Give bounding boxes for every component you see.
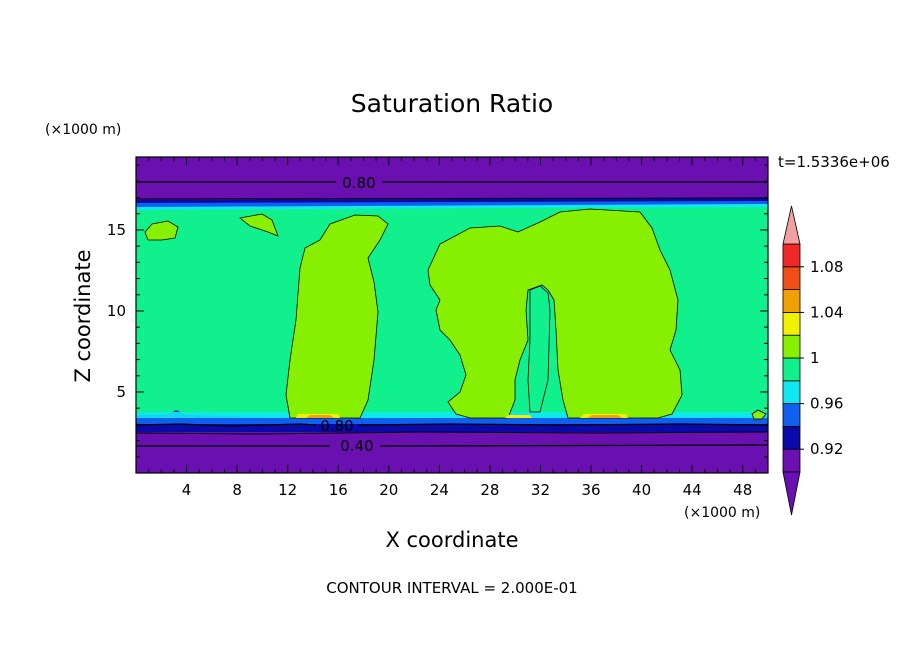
colorbar-arrow-bottom (782, 471, 801, 516)
x-tick-label: 40 (632, 481, 651, 499)
colorbar-band (782, 403, 801, 427)
x-tick-label: 4 (182, 481, 192, 499)
colorbar-band (782, 266, 801, 290)
colorbar-label: 1.04 (810, 303, 843, 321)
y-unit-label: (×1000 m) (45, 122, 121, 138)
x-tick-label: 16 (329, 481, 348, 499)
x-axis-label: X coordinate (385, 528, 518, 552)
x-tick-label: 24 (430, 481, 449, 499)
time-label: t=1.5336e+06 (778, 153, 890, 171)
x-tick-label: 20 (379, 481, 398, 499)
colorbar-arrow-top (782, 205, 801, 245)
region-096-098-edge (136, 412, 768, 418)
region-104-106 (306, 415, 622, 418)
contour-label-lower-080: 0.80 (320, 417, 353, 435)
colorbar-band (782, 311, 801, 336)
cloud-left-small2 (239, 213, 279, 237)
colorbar-band (782, 357, 801, 382)
cloud-left-small (144, 220, 179, 241)
x-tick-label: 36 (581, 481, 600, 499)
x-tick-label: 32 (531, 481, 550, 499)
x-tick-label: 28 (480, 481, 499, 499)
colorbar-label: 1.08 (810, 258, 843, 276)
cloud-inner-dry (527, 285, 551, 413)
contour-line-lower-080 (136, 423, 768, 427)
y-axis-label: Z coordinate (71, 249, 95, 382)
x-tick-label: 48 (733, 481, 752, 499)
colorbar-band (782, 425, 801, 450)
y-tick-label: 15 (107, 221, 126, 239)
colorbar: 1.08 1.04 1 0.96 0.92 (782, 205, 843, 516)
cloud-right-small (751, 409, 767, 420)
contour-field (136, 157, 768, 473)
y-tick-label: 5 (116, 383, 126, 401)
chart-title: Saturation Ratio (351, 89, 553, 118)
contour-line-lower-040 (136, 444, 768, 447)
cloud-column-2 (427, 208, 683, 419)
y-tick-label: 10 (107, 302, 126, 320)
colorbar-label: 0.96 (810, 395, 843, 413)
cloud-column-1 (285, 214, 389, 419)
x-tick-label: 12 (278, 481, 297, 499)
colorbar-band (782, 289, 801, 313)
contour-label-lower-040: 0.40 (340, 437, 373, 455)
x-tick-label: 44 (683, 481, 702, 499)
x-unit-label: (×1000 m) (684, 505, 760, 521)
colorbar-band (782, 243, 801, 268)
contour-interval-label: CONTOUR INTERVAL = 2.000E-01 (326, 579, 577, 597)
colorbar-band (782, 380, 801, 404)
colorbar-label: 0.92 (810, 440, 843, 458)
x-tick-label: 8 (232, 481, 242, 499)
contour-line-lower-060 (136, 431, 768, 435)
colorbar-band (782, 448, 801, 473)
colorbar-band (782, 334, 801, 359)
colorbar-label: 1 (810, 349, 820, 367)
contour-label-upper: 0.80 (342, 174, 375, 192)
contour-line-upper2 (136, 197, 768, 200)
